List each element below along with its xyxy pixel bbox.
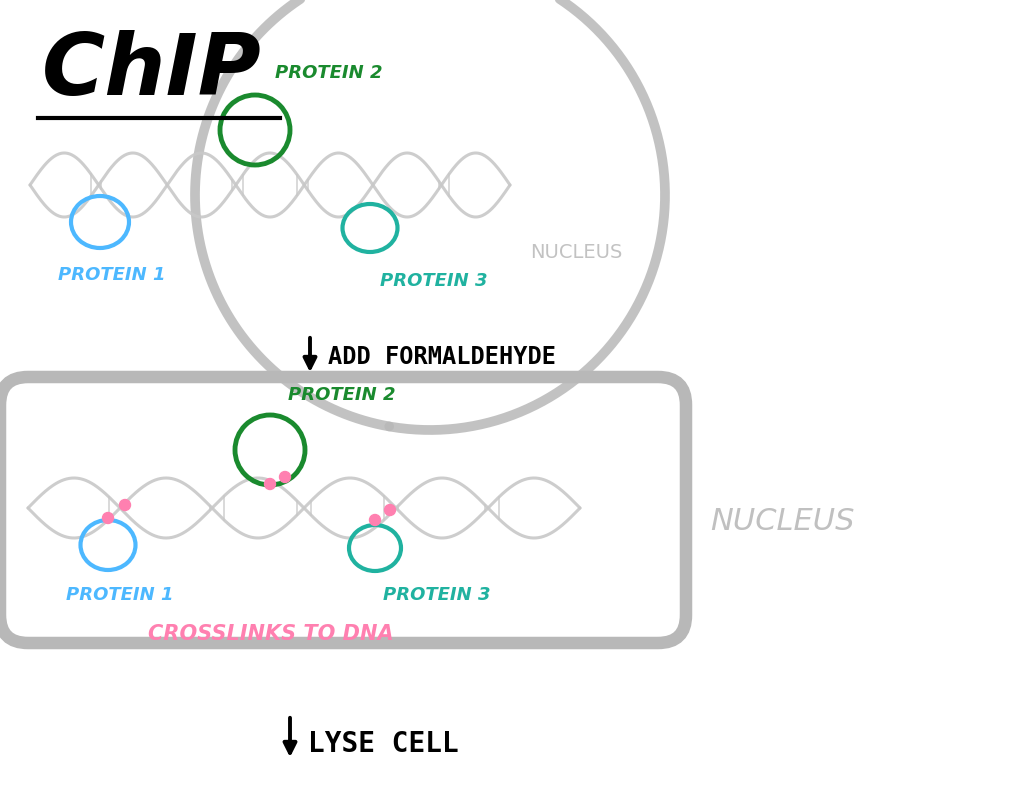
Circle shape: [120, 500, 130, 510]
Circle shape: [370, 514, 381, 526]
Text: NUCLEUS: NUCLEUS: [530, 243, 623, 262]
Text: NUCLEUS: NUCLEUS: [710, 507, 854, 536]
Text: PROTEIN 1: PROTEIN 1: [58, 266, 166, 284]
Circle shape: [102, 513, 114, 523]
Text: PROTEIN 3: PROTEIN 3: [380, 272, 487, 290]
Text: CROSSLINKS TO DNA: CROSSLINKS TO DNA: [148, 624, 393, 644]
Text: LYSE CELL: LYSE CELL: [308, 730, 459, 758]
Text: PROTEIN 2: PROTEIN 2: [288, 386, 395, 404]
Circle shape: [264, 479, 275, 489]
Text: ADD FORMALDEHYDE: ADD FORMALDEHYDE: [328, 345, 556, 369]
Text: PROTEIN 1: PROTEIN 1: [66, 586, 173, 604]
Circle shape: [280, 471, 291, 483]
Circle shape: [384, 505, 395, 515]
Text: ChIP: ChIP: [42, 30, 262, 113]
Text: PROTEIN 3: PROTEIN 3: [383, 586, 490, 604]
Text: PROTEIN 2: PROTEIN 2: [275, 64, 383, 82]
